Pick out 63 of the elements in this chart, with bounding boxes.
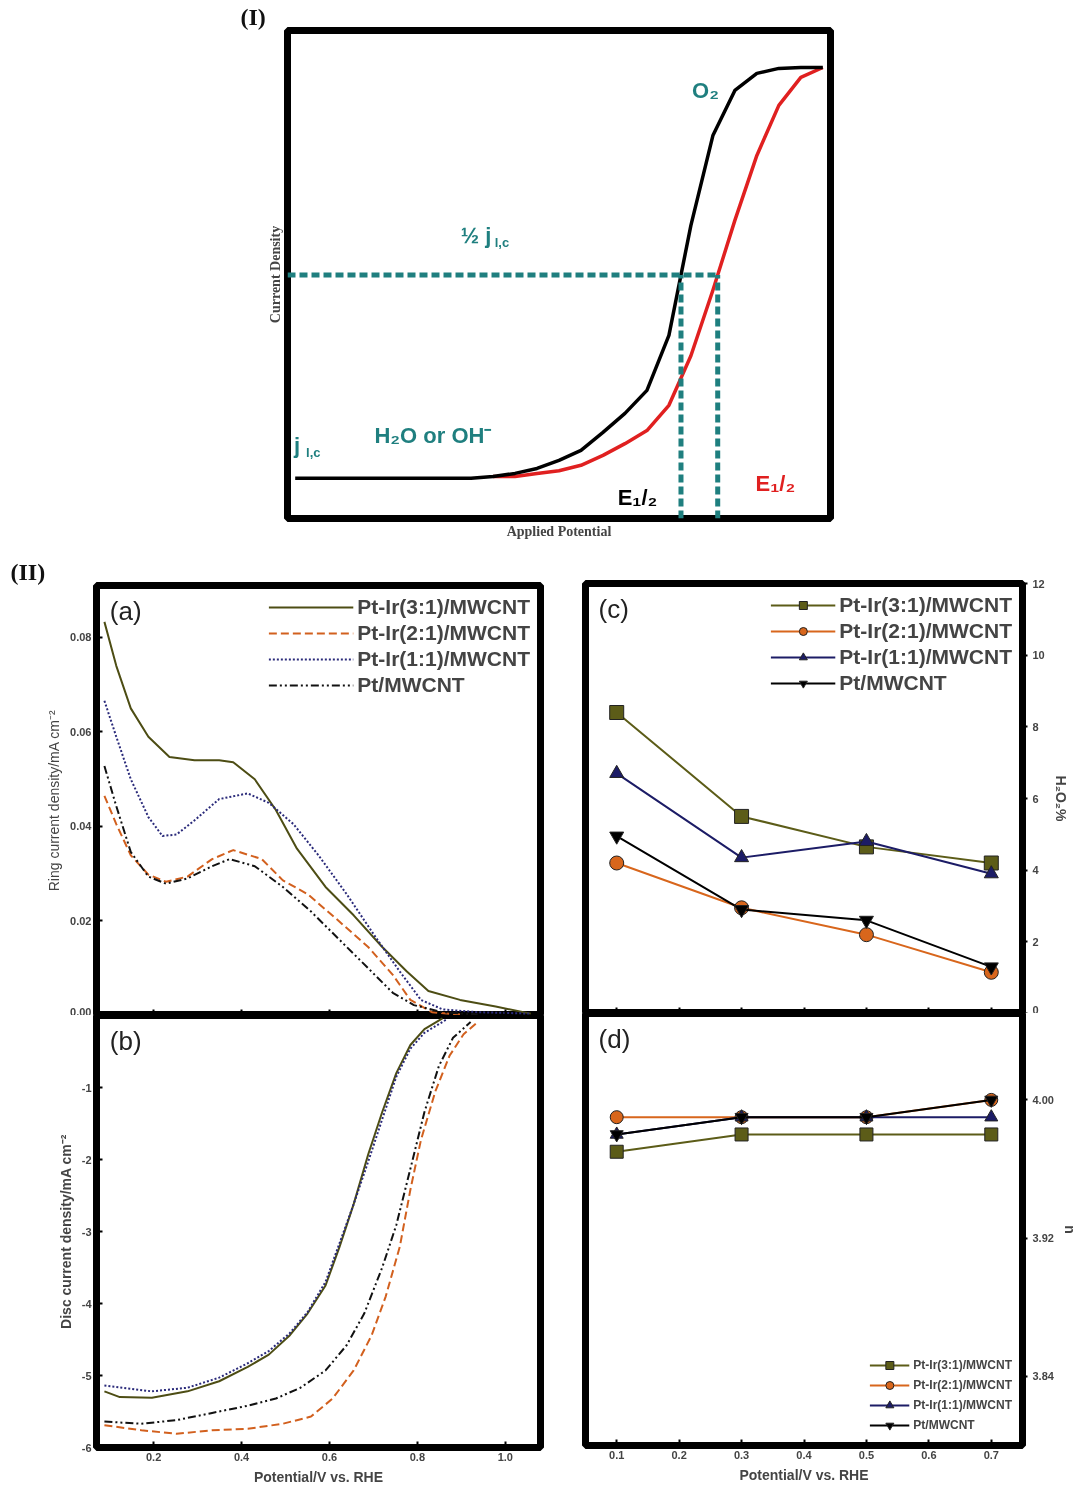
x-tick-label: 0.4 [796, 1448, 813, 1461]
x-tick-label: 0.5 [858, 1448, 875, 1461]
y2-tick-label: 3.92 [1032, 1232, 1054, 1245]
x-axis-title: Potential/V vs. RHE [253, 1468, 384, 1485]
y2-axis-title: H₂O₂% [1052, 775, 1069, 822]
legend-label: Pt-Ir(1:1)/MWCNT [839, 645, 1012, 669]
y-tick-label: -2 [81, 1153, 92, 1166]
x-tick-label: 0.8 [409, 1450, 426, 1463]
x-tick-label: 0.1 [609, 1448, 625, 1461]
y-axis-title: Current Density [267, 225, 283, 324]
legend-label: Pt/MWCNT [913, 1418, 975, 1432]
y2-tick-label: 8 [1032, 720, 1039, 733]
annotation: E₁/₂ [755, 470, 796, 496]
x-tick-label: 0.6 [921, 1448, 937, 1461]
y-axis-title: Ring current density/mA cm⁻² [46, 710, 63, 892]
x-tick-label: 0.2 [146, 1450, 162, 1463]
annotation: O₂ [692, 78, 719, 104]
x-tick-label: 1.0 [497, 1450, 513, 1463]
chart-title: (I) [240, 3, 266, 30]
annotation: (a) [109, 596, 142, 627]
y-tick-label: 0.08 [70, 631, 92, 644]
y-tick-label: -1 [81, 1081, 92, 1094]
annotation: (d) [598, 1024, 631, 1055]
y2-tick-label: 0 [1032, 1003, 1039, 1016]
y-tick-label: -6 [81, 1441, 92, 1454]
x-axis-title: Potential/V vs. RHE [739, 1466, 869, 1483]
legend-label: Pt-Ir(3:1)/MWCNT [913, 1358, 1012, 1372]
y2-tick-label: 12 [1032, 577, 1045, 590]
legend-label: Pt-Ir(2:1)/MWCNT [839, 619, 1012, 643]
y-tick-label: 0.02 [70, 914, 92, 927]
x-axis-title: Applied Potential [506, 523, 612, 539]
y-axis-title: Disc current density/mA cm⁻² [57, 1134, 74, 1329]
legend-label: Pt-Ir(1:1)/MWCNT [357, 647, 530, 671]
legend-label: Pt-Ir(1:1)/MWCNT [913, 1398, 1012, 1412]
y-tick-label: 0.00 [70, 1005, 92, 1018]
legend-label: Pt/MWCNT [357, 673, 465, 697]
y2-tick-label: 4.00 [1032, 1093, 1054, 1106]
x-tick-label: 0.3 [733, 1448, 750, 1461]
y2-tick-label: 10 [1032, 649, 1045, 662]
y2-tick-label: 6 [1032, 792, 1039, 805]
x-tick-label: 0.7 [983, 1448, 999, 1461]
y-tick-label: 0.06 [70, 725, 92, 738]
y2-tick-label: 2 [1032, 935, 1039, 948]
y2-axis-title: n [1061, 1225, 1078, 1234]
y-tick-label: 0.04 [70, 820, 93, 833]
y-tick-label: -3 [81, 1225, 92, 1238]
chart-title: (II) [10, 558, 46, 585]
legend-label: Pt-Ir(3:1)/MWCNT [839, 593, 1012, 617]
y-tick-label: -5 [81, 1369, 92, 1382]
legend-label: Pt-Ir(3:1)/MWCNT [357, 595, 530, 619]
x-tick-label: 0.2 [671, 1448, 687, 1461]
annotation: (c) [598, 594, 629, 625]
x-tick-label: 0.6 [321, 1450, 338, 1463]
legend-label: Pt/MWCNT [839, 671, 947, 695]
annotation: H₂O or OH⁻ [374, 423, 493, 449]
annotation: (b) [109, 1026, 142, 1057]
y-tick-label: -4 [81, 1297, 93, 1310]
y2-tick-label: 4 [1032, 864, 1040, 877]
annotation: E₁/₂ [617, 485, 658, 511]
y2-tick-label: 3.84 [1032, 1370, 1055, 1383]
legend-label: Pt-Ir(2:1)/MWCNT [913, 1378, 1012, 1392]
legend-label: Pt-Ir(2:1)/MWCNT [357, 621, 530, 645]
x-tick-label: 0.4 [233, 1450, 251, 1463]
